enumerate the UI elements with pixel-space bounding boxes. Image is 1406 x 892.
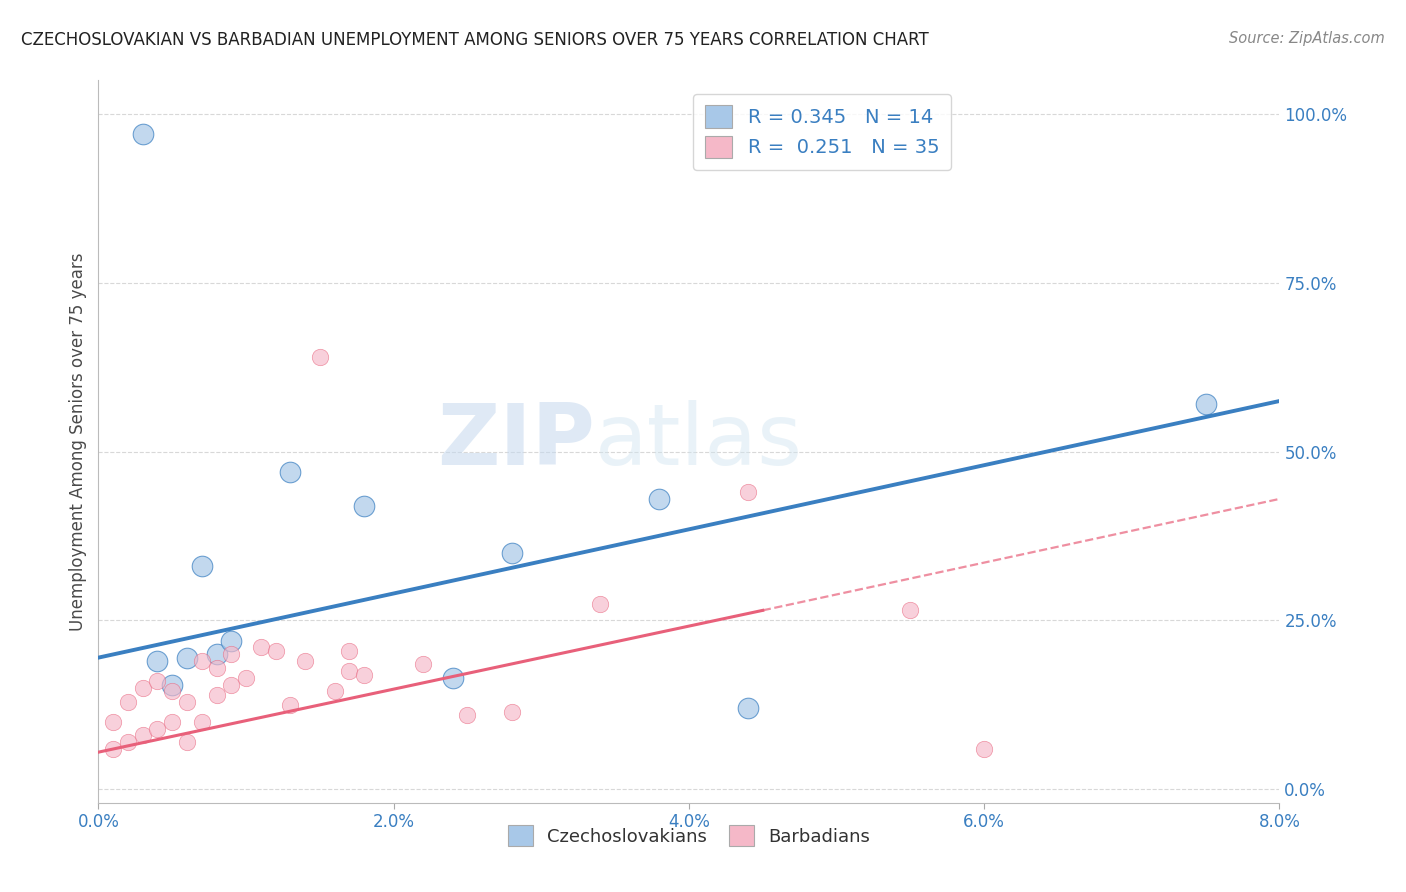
Point [221,633,243,648]
Point [441,671,464,685]
Point [235,671,257,685]
Point [146,674,169,689]
Point [221,647,243,661]
Point [132,728,155,742]
Legend: Czechoslovakians, Barbadians: Czechoslovakians, Barbadians [499,816,879,855]
Point [339,644,361,658]
Point [737,485,759,500]
Point [309,350,332,364]
Point [205,688,228,702]
Point [457,708,479,723]
Point [205,647,228,661]
Point [280,698,302,712]
Point [250,640,273,655]
Point [146,654,169,668]
Point [648,491,671,506]
Point [146,722,169,736]
Point [117,735,139,749]
Point [176,650,198,665]
Point [191,714,214,729]
Point [323,684,346,698]
Point [162,678,183,692]
Point [589,597,612,611]
Point [132,681,155,695]
Point [501,546,523,560]
Point [176,694,198,708]
Point [103,714,125,729]
Point [162,684,183,698]
Point [353,667,375,681]
Point [221,678,243,692]
Point [353,499,375,513]
Point [191,654,214,668]
Point [205,661,228,675]
Point [973,741,995,756]
Point [103,741,125,756]
Point [264,644,287,658]
Text: CZECHOSLOVAKIAN VS BARBADIAN UNEMPLOYMENT AMONG SENIORS OVER 75 YEARS CORRELATIO: CZECHOSLOVAKIAN VS BARBADIAN UNEMPLOYMEN… [21,31,929,49]
Point [191,559,214,574]
Point [176,735,198,749]
Text: Source: ZipAtlas.com: Source: ZipAtlas.com [1229,31,1385,46]
Point [412,657,434,672]
Point [117,694,139,708]
Y-axis label: Unemployment Among Seniors over 75 years: Unemployment Among Seniors over 75 years [69,252,87,631]
Point [1195,397,1218,411]
Point [162,714,183,729]
Point [294,654,316,668]
Point [501,705,523,719]
Point [900,603,922,617]
Point [132,128,155,142]
Text: atlas: atlas [595,400,803,483]
Point [280,465,302,479]
Point [737,701,759,715]
Point [339,664,361,678]
Text: ZIP: ZIP [437,400,595,483]
